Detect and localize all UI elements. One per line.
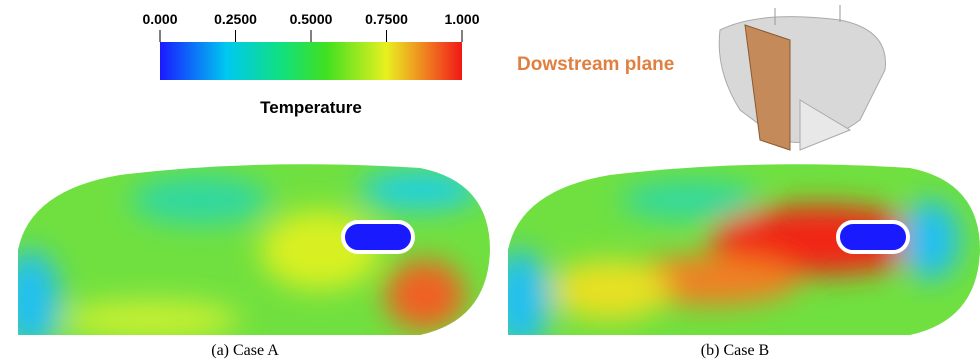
colorbar-tick-label: 0.2500	[214, 11, 257, 27]
colorbar-tick-label: 0.7500	[365, 11, 408, 27]
contour-b	[490, 150, 980, 350]
contour-a	[0, 150, 500, 350]
inset-model	[719, 5, 885, 150]
colorbar-title: Temperature	[260, 98, 362, 117]
caption-b: (b) Case B	[701, 342, 769, 359]
colorbar-gradient	[160, 42, 462, 80]
colorbar-tick-label: 0.5000	[290, 11, 333, 27]
colorbar-tick-label: 0.000	[142, 11, 177, 27]
colorbar	[160, 42, 462, 80]
colorbar-tick-label: 1.000	[444, 11, 479, 27]
figure: Temperature Dowstream plane (a) Case A	[0, 0, 980, 364]
caption-a: (a) Case A	[211, 342, 279, 359]
inset-label: Dowstream plane	[517, 54, 674, 75]
